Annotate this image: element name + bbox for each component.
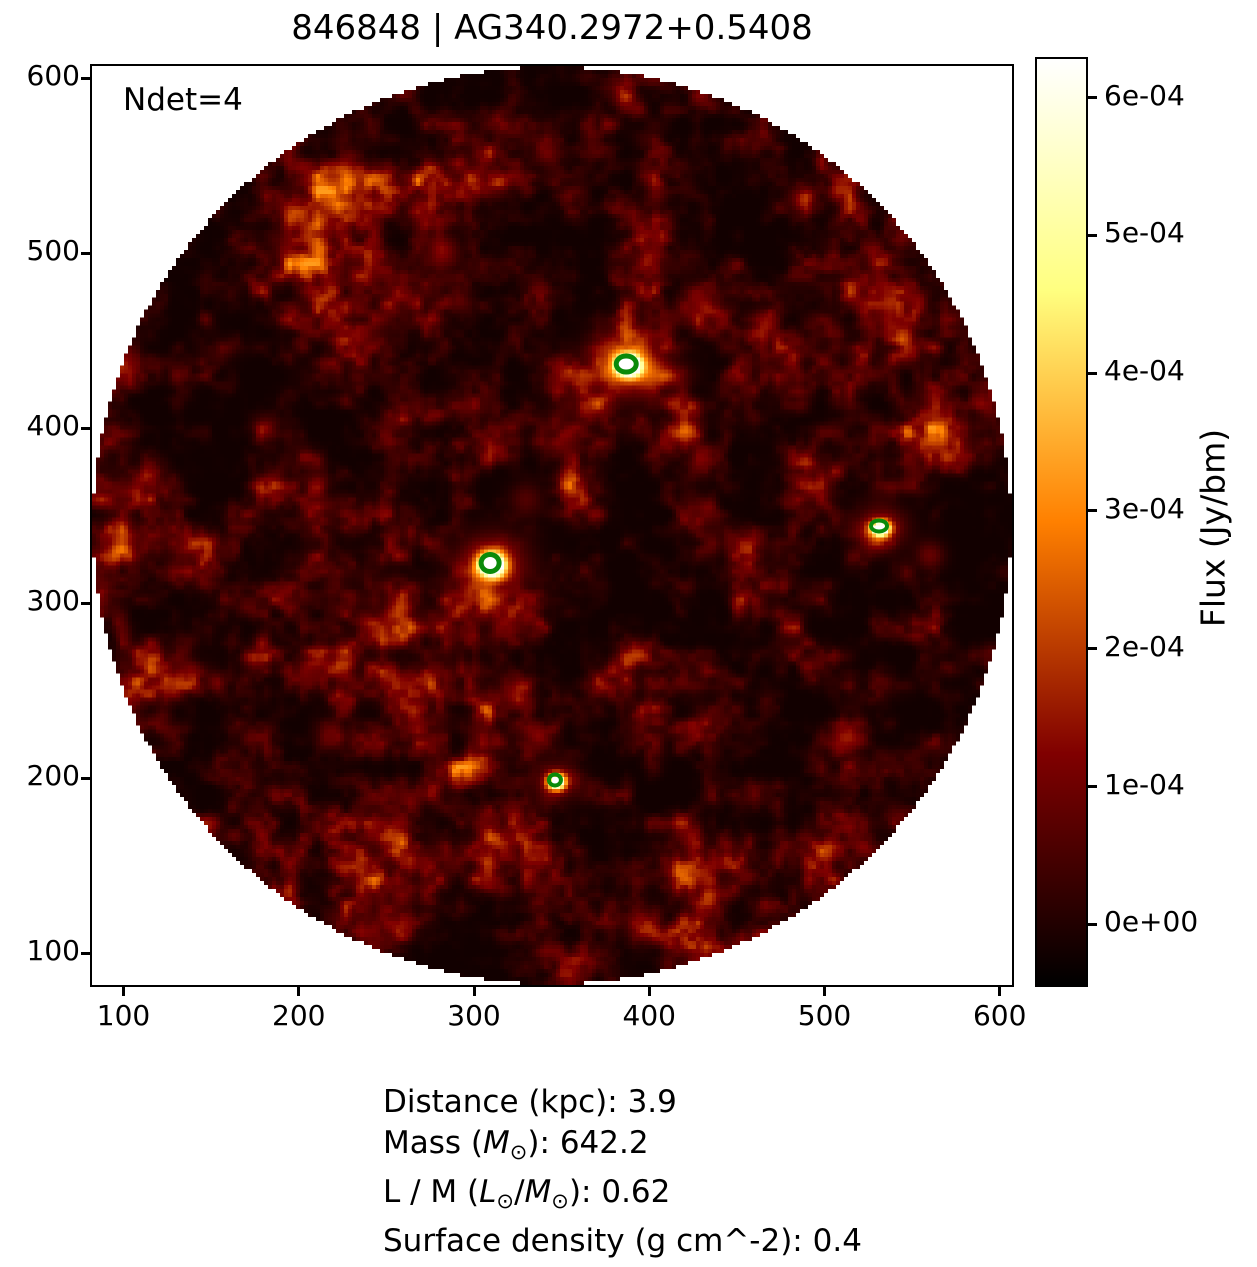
footer-text-segment: Mass ( (383, 1125, 483, 1161)
ndet-annotation: Ndet=4 (123, 82, 243, 118)
colorbar-tick-mark (1088, 96, 1097, 100)
footer-stats: Distance (kpc): 3.9 Mass (M⊙): 642.2 L / M… (383, 1082, 862, 1262)
footer-text-segment: M (524, 1173, 552, 1210)
footer-line: Distance (kpc): 3.9 (383, 1082, 862, 1123)
plot-area: Ndet=4 (90, 64, 1014, 987)
y-tick-mark (81, 951, 90, 955)
footer-text-segment: L (479, 1173, 497, 1210)
colorbar-tick-mark (1088, 785, 1097, 789)
colorbar-tick-label: 5e-04 (1104, 216, 1185, 250)
x-tick-mark (472, 987, 476, 996)
footer-line: L / M (L⊙/M⊙): 0.62 (383, 1172, 862, 1221)
y-tick-mark (81, 601, 90, 605)
flux-map-image (92, 66, 1012, 985)
y-tick-label: 600 (26, 59, 80, 93)
x-tick-mark (647, 987, 651, 996)
footer-text-segment: M (483, 1125, 510, 1161)
x-tick-label: 600 (972, 999, 1027, 1032)
x-tick-label: 200 (272, 999, 326, 1032)
x-tick-mark (122, 987, 126, 996)
footer-text-segment: L / M ( (383, 1173, 480, 1210)
detection-marker (868, 518, 889, 534)
colorbar-tick-label: 2e-04 (1104, 629, 1185, 663)
colorbar-tick-label: 4e-04 (1104, 354, 1185, 388)
y-tick-label: 300 (26, 584, 80, 618)
colorbar-tick-mark (1088, 371, 1097, 375)
y-tick-mark (81, 776, 90, 780)
colorbar-tick-mark (1088, 922, 1097, 926)
x-tick-mark (998, 987, 1002, 996)
colorbar-tick-mark (1088, 509, 1097, 513)
y-tick-mark (81, 251, 90, 255)
x-tick-mark (822, 987, 826, 996)
detection-marker (478, 552, 502, 575)
y-tick-label: 100 (26, 934, 80, 968)
footer-text-segment: Surface density (g cm^-2): 0.4 (383, 1222, 862, 1259)
footer-text-segment: ⊙ (496, 1187, 515, 1213)
colorbar-tick-mark (1088, 647, 1097, 651)
colorbar-axis-label: Flux (Jy/bm) (1193, 428, 1233, 628)
y-tick-label: 400 (26, 409, 80, 443)
figure-title: 846848 | AG340.2972+0.5408 (291, 8, 813, 48)
colorbar-tick-label: 0e+00 (1104, 905, 1199, 939)
y-tick-mark (81, 76, 90, 80)
footer-line: Surface density (g cm^-2): 0.4 (383, 1221, 862, 1262)
colorbar-tick-label: 1e-04 (1104, 767, 1185, 801)
colorbar-gradient (1037, 59, 1086, 985)
colorbar-tick-label: 3e-04 (1104, 491, 1185, 525)
footer-text-segment: ⊙ (551, 1187, 569, 1213)
footer-text-segment: ⊙ (509, 1138, 528, 1164)
footer-text-segment: ): 642.2 (527, 1125, 649, 1161)
y-tick-label: 200 (26, 759, 80, 793)
x-tick-label: 500 (797, 999, 852, 1032)
footer-text-segment: ): 0.62 (568, 1173, 671, 1210)
colorbar (1035, 57, 1088, 987)
colorbar-tick-mark (1088, 233, 1097, 237)
x-tick-label: 300 (447, 999, 501, 1032)
colorbar-tick-label: 6e-04 (1104, 78, 1185, 112)
x-tick-label: 100 (96, 999, 151, 1032)
y-tick-label: 500 (26, 234, 80, 268)
x-tick-mark (297, 987, 301, 996)
x-tick-label: 400 (622, 999, 676, 1032)
y-tick-mark (81, 426, 90, 430)
detection-marker (614, 353, 639, 375)
footer-text-segment: / (514, 1173, 525, 1210)
footer-text-segment: Distance (kpc): 3.9 (383, 1084, 677, 1120)
footer-line: Mass (M⊙): 642.2 (383, 1123, 862, 1172)
detection-marker (546, 772, 563, 788)
